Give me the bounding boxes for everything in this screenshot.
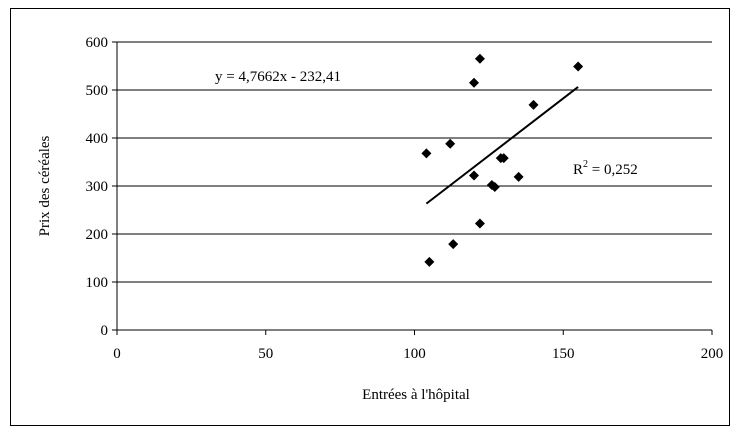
x-axis-title: Entrées à l'hôpital	[362, 387, 470, 403]
y-axis-title: Prix des céréales	[37, 135, 53, 236]
data-point	[489, 181, 500, 192]
chart-frame	[10, 8, 730, 426]
x-tick-label: 100	[403, 346, 426, 362]
y-tick-label: 600	[86, 35, 109, 51]
x-tick-label: 0	[113, 346, 121, 362]
data-point	[445, 138, 456, 149]
r-squared-label: R2 = 0,252	[573, 159, 638, 178]
data-point	[573, 61, 584, 72]
r-squared-value: = 0,252	[588, 162, 638, 178]
y-tick-label: 500	[86, 83, 109, 99]
gridlines	[117, 41, 712, 283]
r-squared-exponent: 2	[583, 159, 588, 170]
x-tick-labels: 0 50 100 150 200	[113, 346, 723, 362]
x-tick-label: 50	[258, 346, 273, 362]
y-tick-label: 0	[101, 323, 109, 339]
data-point	[513, 171, 524, 182]
y-tick-label: 100	[86, 275, 109, 291]
x-tick-label: 200	[701, 346, 724, 362]
y-tick-label: 400	[86, 131, 109, 147]
r-squared-prefix: R	[573, 162, 583, 178]
y-tick-labels: 0 100 200 300 400 500 600	[86, 35, 109, 339]
trendline-group	[425, 86, 579, 205]
y-tick-label: 200	[86, 227, 109, 243]
data-point	[528, 99, 539, 110]
data-point	[469, 77, 479, 88]
data-point	[474, 53, 485, 64]
trendline-equation: y = 4,7662x - 232,41	[215, 69, 341, 85]
data-point	[448, 239, 459, 250]
data-point	[469, 170, 479, 181]
data-points	[421, 53, 584, 267]
data-point	[421, 148, 432, 159]
data-point	[498, 153, 509, 164]
trendline	[425, 86, 579, 205]
axes	[112, 41, 713, 335]
data-point	[424, 256, 435, 267]
y-tick-label: 300	[86, 179, 109, 195]
x-tick-label: 150	[552, 346, 575, 362]
data-point	[474, 218, 485, 229]
